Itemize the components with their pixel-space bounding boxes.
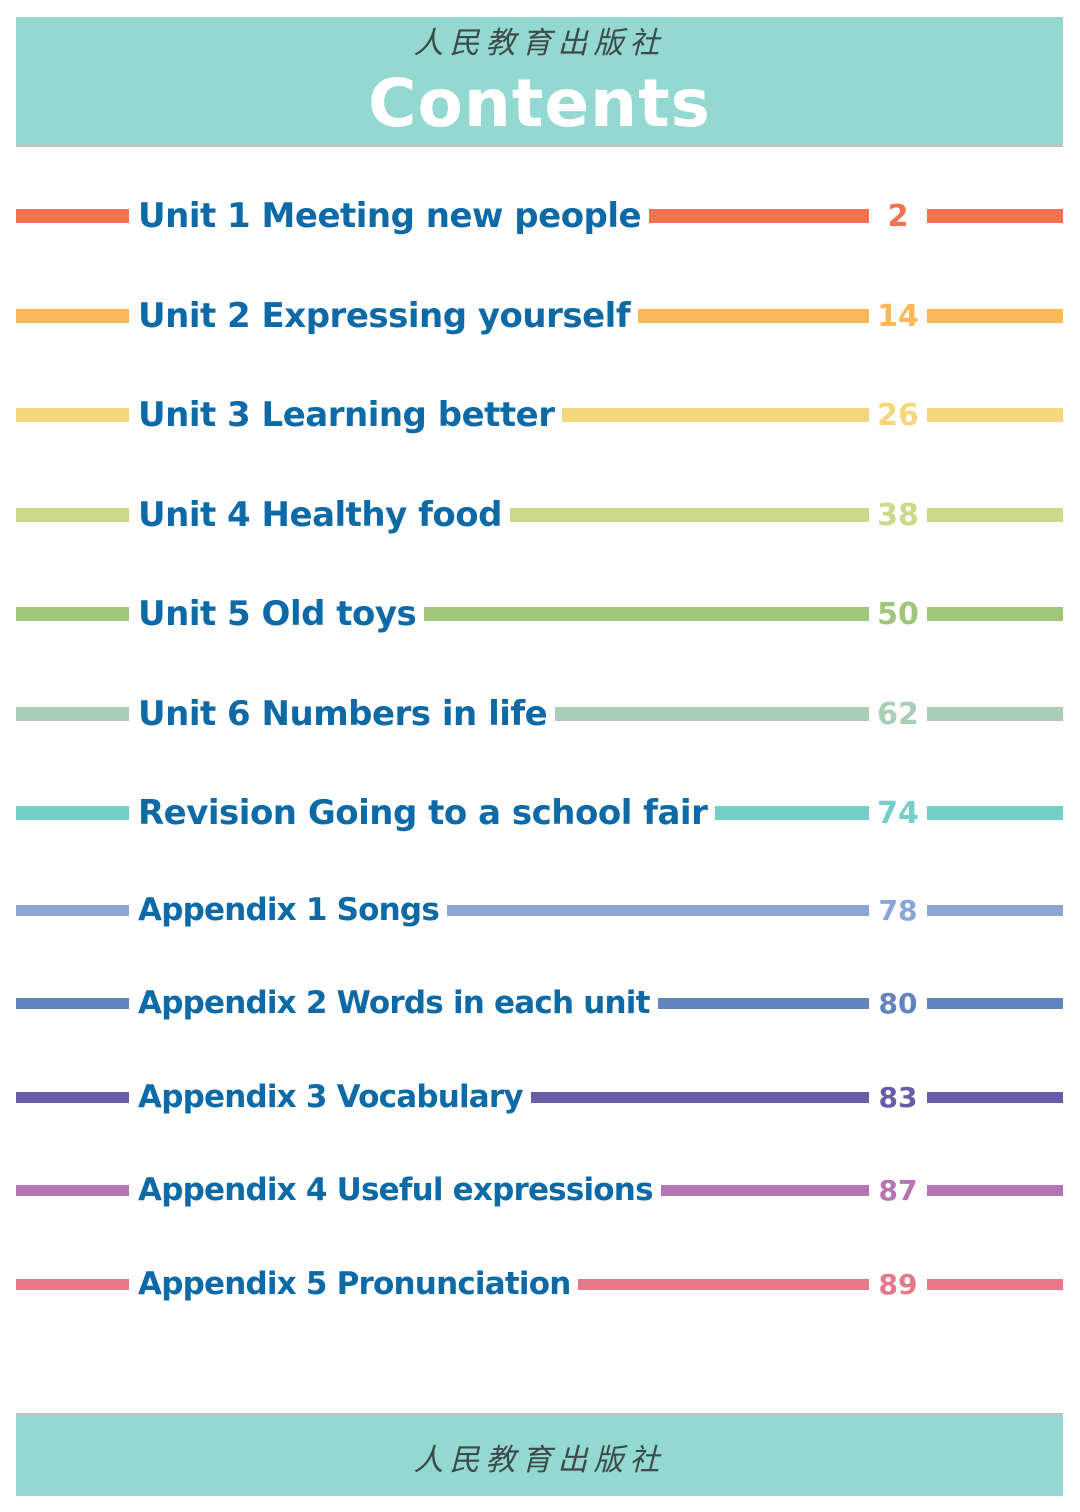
toc-bar-mid <box>562 408 869 422</box>
publisher-logo: 人民教育出版社 <box>413 1443 666 1478</box>
toc-row-appendix-3[interactable]: Appendix 3 Vocabulary 83 <box>16 1069 1063 1125</box>
toc-label: Unit 6 Numbers in life <box>138 694 548 734</box>
toc-row-appendix-2[interactable]: Appendix 2 Words in each unit 80 <box>16 975 1063 1031</box>
toc-bar-right <box>927 997 1063 1009</box>
toc-row-unit-3[interactable]: Unit 3 Learning better 26 <box>16 387 1063 443</box>
toc-label: Unit 4 Healthy food <box>138 495 502 535</box>
toc-row-unit-5[interactable]: Unit 5 Old toys 50 <box>16 586 1063 642</box>
toc-bar-right <box>927 508 1063 522</box>
toc-bar-right <box>927 309 1063 323</box>
toc-bar-mid <box>530 1091 869 1103</box>
publisher-logo: 人民教育出版社 <box>413 26 666 61</box>
toc-bar-right <box>927 1278 1063 1290</box>
toc-page-number: 80 <box>878 986 918 1020</box>
toc-bar-left <box>16 997 129 1009</box>
toc-bar-mid <box>649 209 869 223</box>
toc-bar-mid <box>446 904 869 916</box>
toc-label: Unit 1 Meeting new people <box>138 196 642 236</box>
toc-row-revision[interactable]: Revision Going to a school fair 74 <box>16 785 1063 841</box>
toc-page-number: 83 <box>878 1080 918 1114</box>
toc-bar-left <box>16 806 129 820</box>
toc-row-appendix-4[interactable]: Appendix 4 Useful expressions 87 <box>16 1162 1063 1218</box>
toc-page-number: 62 <box>877 696 919 732</box>
toc-bar-left <box>16 607 129 621</box>
toc-page-number: 78 <box>878 893 918 927</box>
toc-bar-mid <box>715 806 869 820</box>
toc-page-number: 14 <box>877 298 919 334</box>
toc-bar-mid <box>509 508 869 522</box>
page-title: Contents <box>368 65 711 142</box>
toc-label: Appendix 5 Pronunciation <box>138 1266 571 1302</box>
toc-bar-mid <box>657 997 869 1009</box>
toc-bar-left <box>16 1278 129 1290</box>
toc-page-number: 38 <box>877 497 919 533</box>
toc-page-number: 2 <box>887 198 909 234</box>
toc-bar-right <box>927 904 1063 916</box>
toc-row-unit-2[interactable]: Unit 2 Expressing yourself 14 <box>16 288 1063 344</box>
toc-page-number: 74 <box>877 795 919 831</box>
toc-row-unit-6[interactable]: Unit 6 Numbers in life 62 <box>16 686 1063 742</box>
toc-label: Appendix 1 Songs <box>138 892 440 928</box>
toc-label: Unit 5 Old toys <box>138 594 417 634</box>
toc-page-number: 87 <box>878 1173 918 1207</box>
toc-bar-mid <box>660 1184 869 1196</box>
toc-page-number: 50 <box>877 596 919 632</box>
toc-row-appendix-5[interactable]: Appendix 5 Pronunciation 89 <box>16 1256 1063 1312</box>
toc-bar-left <box>16 1091 129 1103</box>
toc-label: Appendix 2 Words in each unit <box>138 985 650 1021</box>
toc-bar-mid <box>578 1278 869 1290</box>
toc-bar-mid <box>555 707 869 721</box>
toc-bar-left <box>16 408 129 422</box>
toc-page-number: 26 <box>877 397 919 433</box>
toc-bar-mid <box>424 607 869 621</box>
toc-label: Unit 3 Learning better <box>138 395 555 435</box>
toc-bar-mid <box>638 309 869 323</box>
toc-bar-right <box>927 1184 1063 1196</box>
toc-bar-right <box>927 1091 1063 1103</box>
toc-bar-left <box>16 904 129 916</box>
toc-bar-right <box>927 607 1063 621</box>
toc-label: Appendix 4 Useful expressions <box>138 1172 654 1208</box>
header-banner: 人民教育出版社 Contents <box>16 17 1063 144</box>
toc-bar-right <box>927 707 1063 721</box>
toc-page-number: 89 <box>878 1267 918 1301</box>
toc-bar-right <box>927 806 1063 820</box>
toc-bar-left <box>16 1184 129 1196</box>
toc-label: Unit 2 Expressing yourself <box>138 296 631 336</box>
toc-bar-left <box>16 309 129 323</box>
toc-row-unit-4[interactable]: Unit 4 Healthy food 38 <box>16 487 1063 543</box>
toc-label: Revision Going to a school fair <box>138 793 708 833</box>
toc-bar-left <box>16 707 129 721</box>
footer-banner: 人民教育出版社 <box>16 1416 1063 1496</box>
toc-label: Appendix 3 Vocabulary <box>138 1079 524 1115</box>
toc-row-unit-1[interactable]: Unit 1 Meeting new people 2 <box>16 188 1063 244</box>
toc-bar-left <box>16 209 129 223</box>
toc-bar-right <box>927 209 1063 223</box>
toc-bar-left <box>16 508 129 522</box>
toc-bar-right <box>927 408 1063 422</box>
toc-row-appendix-1[interactable]: Appendix 1 Songs 78 <box>16 882 1063 938</box>
